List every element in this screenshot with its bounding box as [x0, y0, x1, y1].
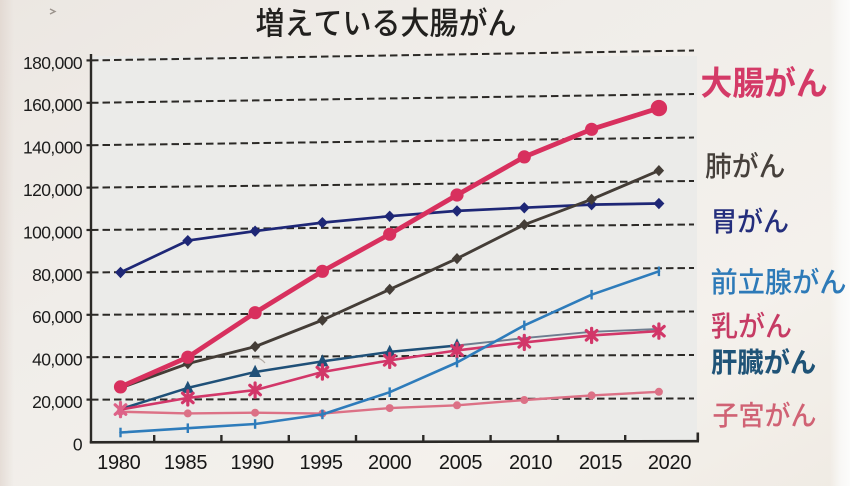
svg-text:2005: 2005	[439, 452, 482, 474]
svg-text:1990: 1990	[231, 452, 274, 474]
svg-text:80,000: 80,000	[32, 265, 83, 285]
svg-text:140,000: 140,000	[23, 138, 83, 158]
svg-text:40,000: 40,000	[32, 350, 83, 370]
svg-text:120,000: 120,000	[23, 180, 83, 200]
svg-text:160,000: 160,000	[23, 95, 83, 115]
svg-text:180,000: 180,000	[23, 53, 83, 73]
svg-text:60,000: 60,000	[32, 307, 83, 327]
svg-text:2000: 2000	[368, 452, 411, 474]
svg-text:100,000: 100,000	[23, 222, 83, 242]
svg-text:1980: 1980	[97, 452, 140, 474]
svg-text:2010: 2010	[509, 452, 552, 474]
svg-text:20,000: 20,000	[32, 392, 83, 412]
svg-text:1985: 1985	[164, 452, 207, 474]
svg-text:2020: 2020	[648, 452, 691, 474]
svg-text:0: 0	[73, 434, 83, 454]
svg-text:1995: 1995	[299, 452, 342, 474]
svg-text:2015: 2015	[579, 452, 622, 474]
